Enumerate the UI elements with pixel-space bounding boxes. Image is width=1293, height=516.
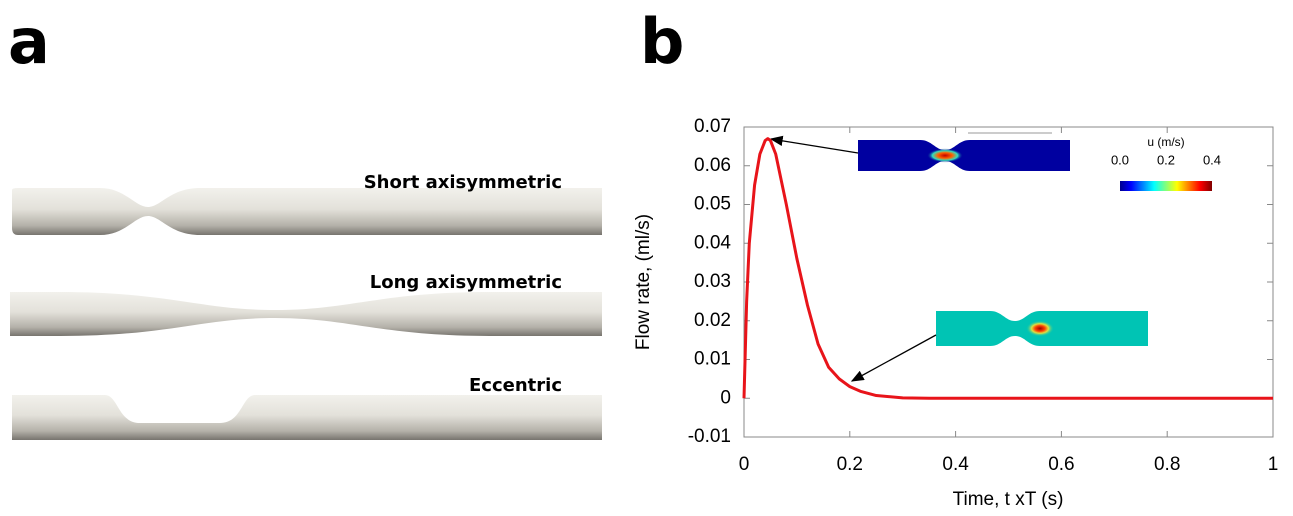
y-tick-label: 0: [720, 387, 731, 408]
x-tick-label: 0.2: [837, 454, 863, 475]
tube: [12, 395, 602, 440]
y-tick-label: 0.06: [694, 155, 731, 176]
colorbar: [1120, 181, 1212, 191]
panel-label: a: [8, 5, 50, 78]
x-tick-label: 0.6: [1048, 454, 1074, 475]
inset-hotspot: [1026, 320, 1054, 337]
colorbar-tick-label: 0.2: [1157, 152, 1175, 167]
tube-label: Short axisymmetric: [364, 172, 562, 193]
x-tick-label: 0.4: [942, 454, 969, 475]
x-tick-label: 0.8: [1154, 454, 1180, 475]
colorbar-title: u (m/s): [1147, 135, 1184, 149]
y-tick-label: 0.07: [694, 116, 731, 137]
arrow: [769, 135, 859, 154]
inset: u (m/s): [769, 132, 1212, 382]
y-tick-label: 0.02: [694, 310, 731, 331]
panel-label: b: [640, 5, 684, 78]
x-tick-label: 1: [1268, 454, 1279, 475]
flow-line: [742, 137, 1273, 400]
plot-frame: [743, 126, 1274, 438]
arrow: [850, 334, 937, 382]
y-tick-label: 0.03: [694, 271, 731, 292]
tube: [10, 292, 602, 336]
y-tick-label: 0.05: [694, 194, 731, 215]
y-tick-label: -0.01: [688, 426, 731, 447]
inset-hotspot: [927, 148, 963, 163]
inset-tube: [858, 140, 1070, 171]
y-tick-label: 0.01: [694, 349, 731, 370]
x-tick-label: 0: [739, 454, 750, 475]
colorbar-tick-label: 0.0: [1111, 152, 1129, 167]
colorbar-tick-label: 0.4: [1203, 152, 1221, 167]
y-tick-label: 0.04: [694, 232, 731, 253]
tube-label: Eccentric: [469, 375, 562, 396]
tube: [12, 188, 602, 235]
x-axis-label: Time, t xT (s): [953, 489, 1064, 510]
y-axis-label: Flow rate, (ml/s): [633, 214, 654, 350]
tube-label: Long axisymmetric: [370, 272, 562, 293]
